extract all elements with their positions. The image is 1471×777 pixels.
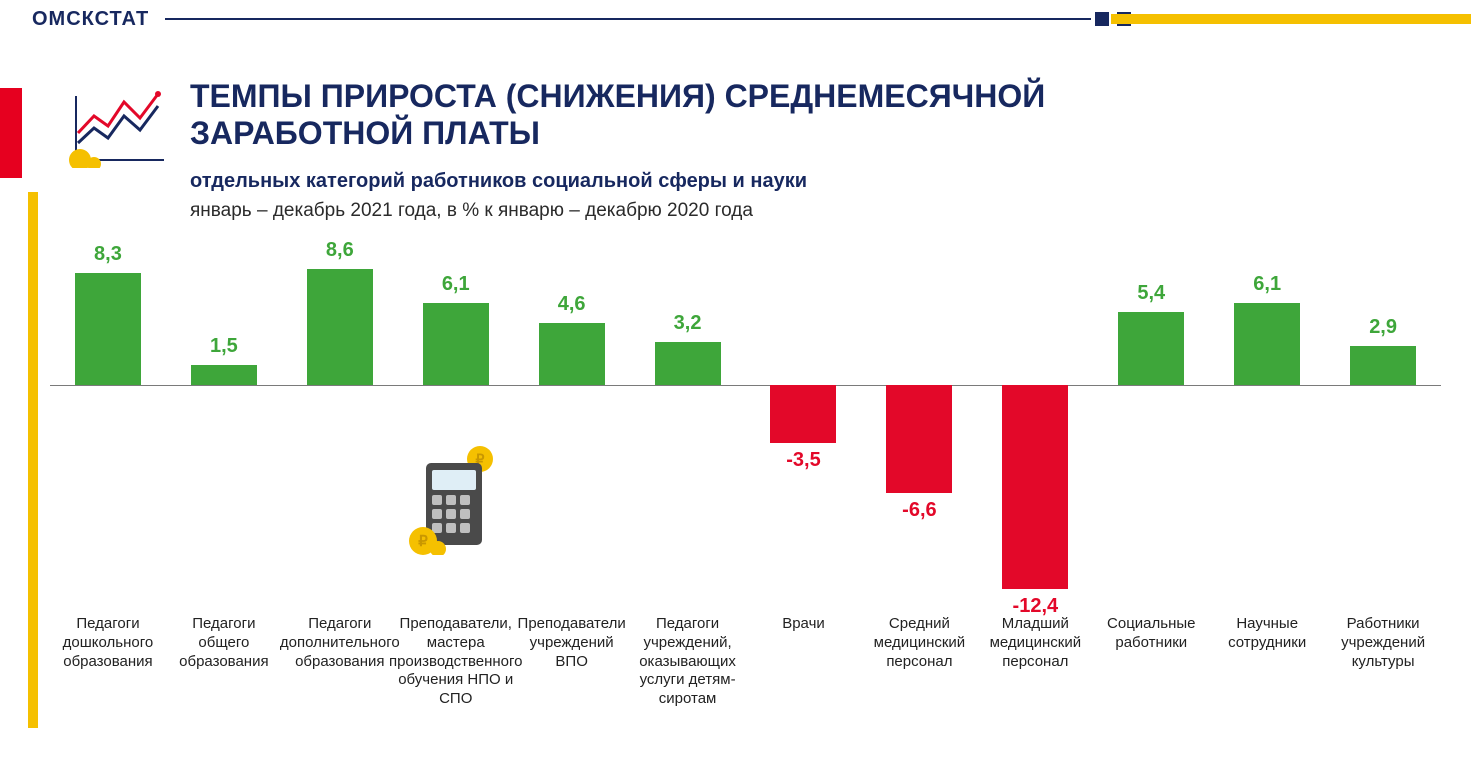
- chart-column: 8,6Педагоги дополнительного образования: [282, 250, 398, 747]
- chart-column: 8,3Педагоги дошкольного образования: [50, 250, 166, 747]
- chart-column: -3,5 Врачи: [746, 250, 862, 747]
- svg-text:₽: ₽: [418, 533, 428, 550]
- header-square-1: [1095, 12, 1109, 26]
- chart-value-label: 4,6: [514, 293, 630, 316]
- header-yellow-strip: [1111, 14, 1471, 24]
- chart-category-label: Педагоги дошкольного образования: [50, 615, 166, 747]
- page-period: январь – декабрь 2021 года, в % к январю…: [190, 200, 753, 222]
- chart-category-label: Преподаватели, мастера производственного…: [398, 615, 514, 747]
- chart-bar: [75, 273, 141, 385]
- chart-value-label: 5,4: [1093, 282, 1209, 305]
- brand-text: ОМСКСТАТ: [32, 8, 149, 31]
- page-subtitle: отдельных категорий работников социально…: [190, 170, 807, 193]
- chart-column: 1,5 Педагоги общего образования: [166, 250, 282, 747]
- chart-column: -6,6 Средний медицинский персонал: [861, 250, 977, 747]
- chart-value-label: 3,2: [630, 312, 746, 335]
- chart-column: 2,9 Работники учреждений культуры: [1325, 250, 1441, 747]
- chart-value-label: 6,1: [398, 273, 514, 296]
- left-red-block: [0, 88, 22, 178]
- chart-bar: [1002, 385, 1068, 589]
- left-yellow-bar: [28, 192, 38, 728]
- page-title-line2: ЗАРАБОТНОЙ ПЛАТЫ: [190, 115, 540, 151]
- chart-category-label: Социальные работники: [1093, 615, 1209, 747]
- chart-category-label: Педагоги учреждений, оказывающих услуги …: [630, 615, 746, 747]
- chart-category-label: Научные сотрудники: [1209, 615, 1325, 747]
- chart-bar: [1118, 312, 1184, 385]
- chart-column: 4,6 Преподаватели учреждений ВПО: [514, 250, 630, 747]
- chart-value-label: -3,5: [746, 449, 862, 472]
- chart-value-label: 1,5: [166, 335, 282, 358]
- chart-value-label: 8,6: [282, 239, 398, 262]
- page-title: ТЕМПЫ ПРИРОСТА (СНИЖЕНИЯ) СРЕДНЕМЕСЯЧНОЙ…: [190, 78, 1045, 152]
- salary-growth-chart: 8,3Педагоги дошкольного образования1,5 Пе…: [50, 250, 1441, 747]
- chart-value-label: 2,9: [1325, 316, 1441, 339]
- header-line: [165, 18, 1091, 20]
- chart-bar: [423, 303, 489, 385]
- chart-value-label: 8,3: [50, 243, 166, 266]
- chart-category-label: Врачи: [746, 615, 862, 747]
- chart-category-label: Работники учреждений культуры: [1325, 615, 1441, 747]
- chart-bar: [539, 323, 605, 385]
- chart-bar: [191, 365, 257, 385]
- chart-bar: [655, 342, 721, 385]
- chart-columns: 8,3Педагоги дошкольного образования1,5 Пе…: [50, 250, 1441, 747]
- chart-column: -12,4Младший медицинский персонал: [977, 250, 1093, 747]
- chart-category-label: Преподаватели учреждений ВПО: [514, 615, 630, 747]
- chart-value-label: -6,6: [861, 499, 977, 522]
- chart-category-label: Педагоги общего образования: [166, 615, 282, 747]
- line-chart-icon: [68, 88, 168, 168]
- chart-category-label: Средний медицинский персонал: [861, 615, 977, 747]
- chart-category-label: Младший медицинский персонал: [977, 615, 1093, 747]
- chart-bar: [886, 385, 952, 493]
- chart-column: 6,1 Научные сотрудники: [1209, 250, 1325, 747]
- chart-bar: [1350, 346, 1416, 385]
- calculator-icon: ₽ ₽: [408, 445, 503, 555]
- chart-value-label: 6,1: [1209, 273, 1325, 296]
- chart-column: 3,2 Педагоги учреждений, оказывающих услу…: [630, 250, 746, 747]
- chart-bar: [1234, 303, 1300, 385]
- chart-category-label: Педагоги дополнительного образования: [282, 615, 398, 747]
- chart-bar: [770, 385, 836, 442]
- chart-column: 5,4 Социальные работники: [1093, 250, 1209, 747]
- chart-bar: [307, 269, 373, 385]
- page-title-line1: ТЕМПЫ ПРИРОСТА (СНИЖЕНИЯ) СРЕДНЕМЕСЯЧНОЙ: [190, 78, 1045, 114]
